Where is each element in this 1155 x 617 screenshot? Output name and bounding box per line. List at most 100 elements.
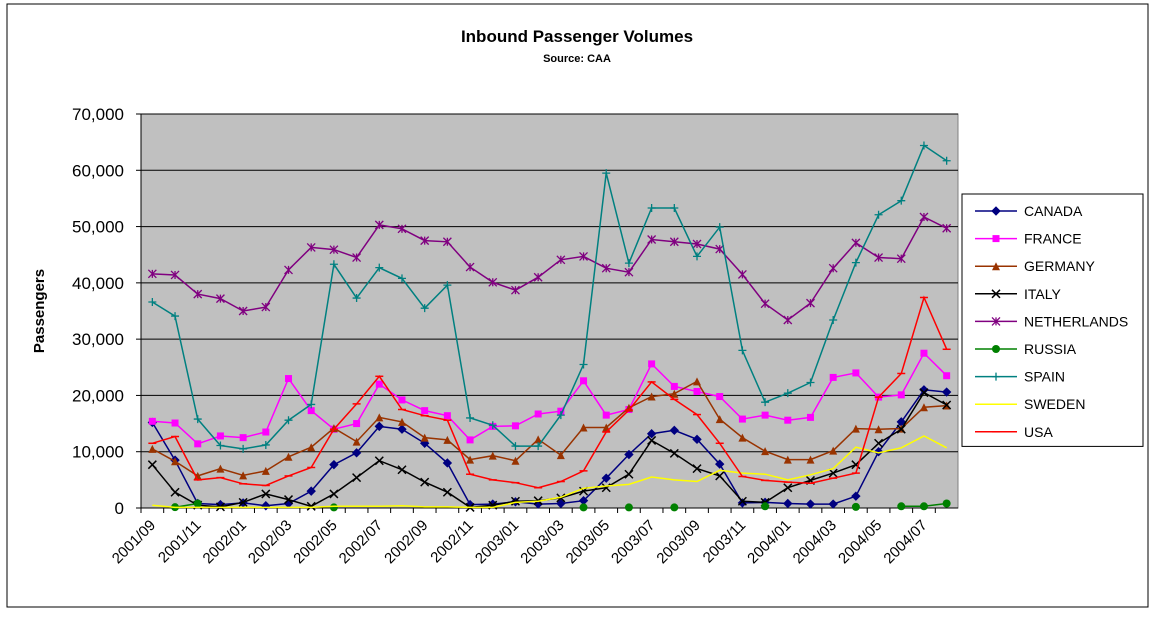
marker bbox=[556, 498, 566, 509]
marker bbox=[442, 458, 453, 468]
marker bbox=[466, 413, 475, 422]
y-tick-label: 70,000 bbox=[72, 105, 124, 124]
marker bbox=[647, 203, 656, 212]
marker bbox=[692, 464, 702, 474]
marker bbox=[738, 415, 746, 423]
marker bbox=[783, 455, 792, 464]
marker bbox=[874, 210, 883, 219]
marker bbox=[919, 212, 929, 222]
marker bbox=[693, 377, 702, 386]
marker bbox=[285, 375, 293, 383]
marker bbox=[669, 448, 679, 458]
marker bbox=[374, 220, 384, 230]
marker bbox=[261, 466, 270, 475]
marker bbox=[239, 444, 248, 453]
marker bbox=[397, 417, 406, 426]
y-tick-label: 0 bbox=[115, 499, 124, 518]
marker bbox=[374, 456, 384, 466]
legend-label: SPAIN bbox=[1024, 369, 1065, 385]
marker bbox=[170, 487, 180, 497]
marker bbox=[602, 411, 610, 419]
marker bbox=[511, 456, 520, 465]
marker bbox=[670, 503, 679, 512]
marker bbox=[511, 442, 520, 451]
marker bbox=[579, 503, 588, 512]
marker bbox=[193, 499, 202, 508]
marker bbox=[580, 377, 588, 385]
marker bbox=[647, 392, 656, 401]
marker bbox=[193, 415, 202, 424]
marker bbox=[992, 235, 1000, 243]
marker bbox=[239, 471, 248, 480]
marker bbox=[397, 224, 407, 234]
marker bbox=[624, 259, 633, 268]
series-line bbox=[152, 351, 948, 445]
marker bbox=[806, 298, 815, 308]
marker bbox=[601, 263, 611, 273]
marker bbox=[670, 203, 679, 212]
marker bbox=[510, 285, 520, 295]
marker bbox=[992, 345, 1000, 353]
marker bbox=[919, 141, 928, 150]
marker bbox=[147, 460, 157, 470]
legend-label: ITALY bbox=[1024, 286, 1061, 302]
marker bbox=[715, 244, 725, 254]
marker bbox=[738, 346, 747, 355]
marker bbox=[397, 274, 406, 283]
marker bbox=[148, 444, 157, 453]
marker bbox=[783, 498, 793, 509]
marker bbox=[806, 378, 815, 387]
marker bbox=[147, 269, 157, 279]
marker bbox=[783, 389, 792, 398]
marker bbox=[442, 487, 452, 497]
marker bbox=[851, 238, 861, 248]
marker bbox=[398, 396, 406, 404]
marker bbox=[420, 433, 429, 442]
marker bbox=[624, 503, 633, 512]
marker bbox=[375, 413, 384, 422]
series-line bbox=[151, 144, 948, 450]
series-line bbox=[152, 435, 948, 509]
marker bbox=[351, 448, 362, 458]
marker bbox=[307, 443, 316, 452]
marker bbox=[896, 254, 906, 264]
marker bbox=[556, 411, 565, 420]
marker bbox=[852, 369, 860, 377]
y-axis-label: Passengers bbox=[31, 269, 48, 353]
series-line bbox=[152, 295, 948, 489]
marker bbox=[239, 434, 247, 442]
marker bbox=[511, 422, 519, 430]
marker bbox=[805, 499, 816, 509]
marker bbox=[215, 294, 225, 304]
marker bbox=[806, 455, 815, 464]
marker bbox=[216, 432, 224, 440]
marker bbox=[353, 420, 361, 428]
marker bbox=[624, 267, 634, 277]
marker bbox=[352, 473, 362, 483]
marker bbox=[624, 469, 634, 479]
marker bbox=[942, 499, 951, 508]
y-tick-label: 60,000 bbox=[72, 161, 124, 180]
chart-title: Inbound Passenger Volumes bbox=[461, 27, 693, 46]
marker bbox=[851, 258, 860, 267]
marker bbox=[533, 272, 543, 282]
marker bbox=[670, 389, 679, 398]
marker bbox=[216, 464, 225, 473]
marker bbox=[579, 360, 588, 369]
marker bbox=[465, 262, 475, 272]
marker bbox=[194, 440, 202, 448]
series-line bbox=[151, 380, 947, 477]
marker bbox=[488, 277, 498, 287]
marker bbox=[579, 251, 589, 261]
marker bbox=[261, 302, 271, 312]
marker bbox=[171, 312, 180, 321]
legend-label: GERMANY bbox=[1024, 258, 1095, 274]
marker bbox=[375, 380, 383, 388]
marker bbox=[738, 433, 747, 442]
marker bbox=[806, 413, 814, 421]
legend-label: SWEDEN bbox=[1024, 396, 1085, 412]
marker bbox=[873, 447, 884, 457]
marker bbox=[919, 388, 929, 398]
marker bbox=[647, 435, 657, 445]
legend-label: RUSSIA bbox=[1024, 341, 1077, 357]
